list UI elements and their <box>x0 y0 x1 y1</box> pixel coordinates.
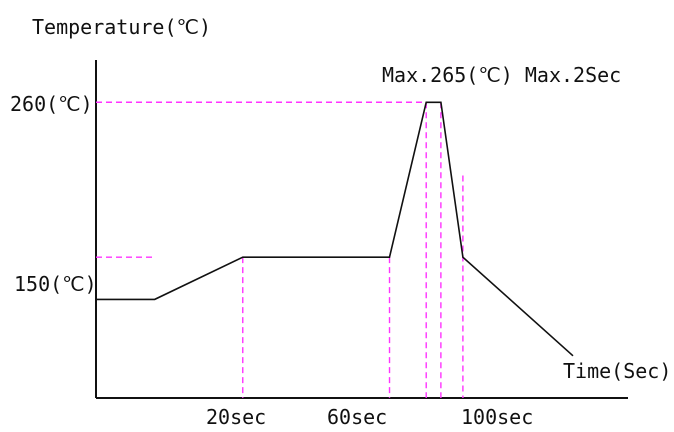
y-axis-label: Temperature(℃) <box>32 15 211 39</box>
guide-lines-layer <box>96 101 464 398</box>
series-layer <box>96 101 574 357</box>
peak-annotation: Max.265(℃) Max.2Sec <box>382 63 621 87</box>
temperature-profile-line <box>96 101 574 357</box>
x-tick-label-100sec: 100sec <box>461 405 533 429</box>
x-tick-label-20sec: 20sec <box>206 405 266 429</box>
y-tick-label-150: 150(℃) <box>14 272 97 296</box>
x-tick-label-60sec: 60sec <box>327 405 387 429</box>
y-tick-label-260: 260(℃) <box>10 92 93 116</box>
x-axis-label: Time(Sec) <box>563 359 671 383</box>
